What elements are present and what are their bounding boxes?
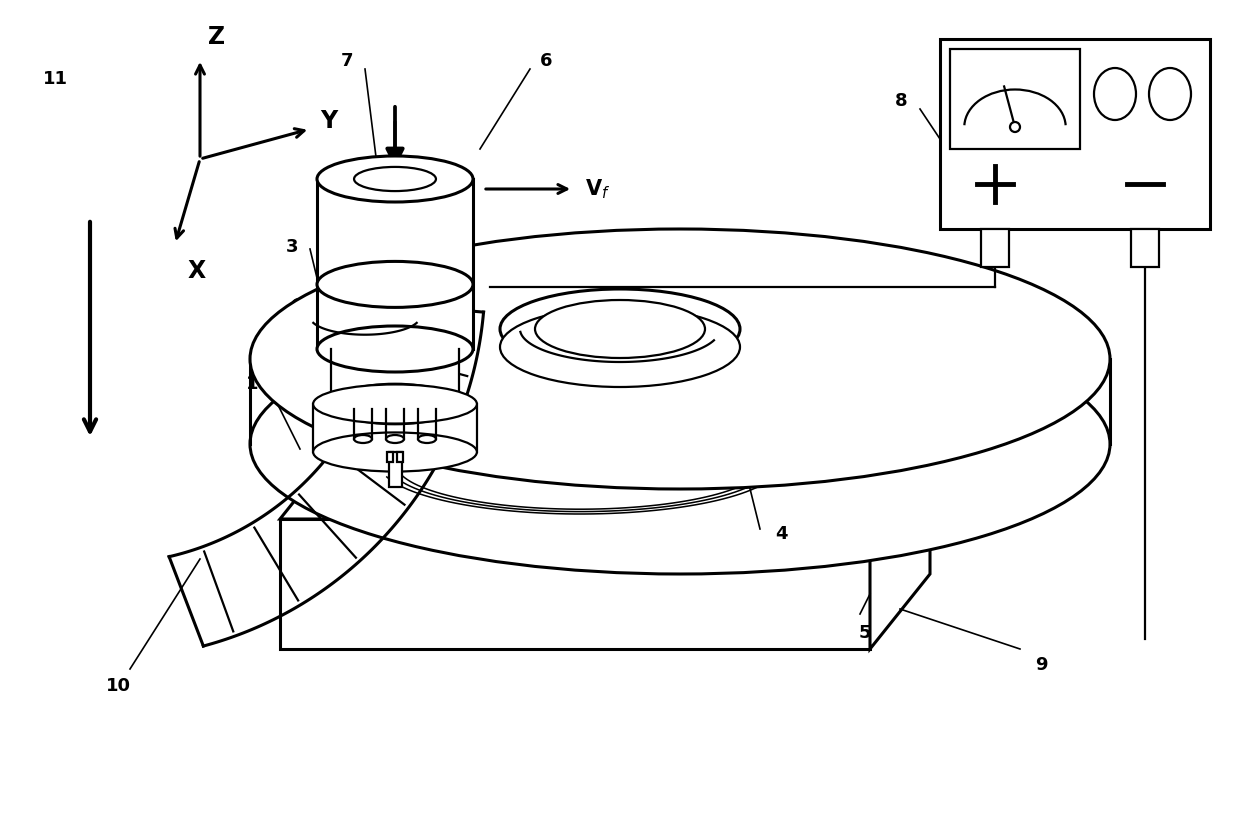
Bar	[331, 349, 458, 404]
Circle shape	[1010, 122, 1020, 132]
Text: 9: 9	[1035, 656, 1047, 674]
Ellipse shape	[354, 435, 372, 443]
Polygon shape	[870, 444, 930, 649]
Text: 7: 7	[341, 52, 353, 70]
Text: 10: 10	[105, 677, 130, 695]
Text: X: X	[188, 259, 206, 283]
Bar	[950, 49, 1080, 149]
Text: 11: 11	[42, 70, 67, 88]
Ellipse shape	[331, 383, 458, 425]
Ellipse shape	[313, 384, 477, 424]
Bar	[389, 452, 401, 487]
Text: 2: 2	[1030, 285, 1042, 303]
Text: V$_f$: V$_f$	[585, 177, 611, 201]
Ellipse shape	[250, 229, 1110, 489]
Ellipse shape	[387, 435, 404, 443]
Bar	[317, 179, 473, 349]
Ellipse shape	[354, 167, 436, 191]
Bar	[396, 452, 403, 462]
Ellipse shape	[1149, 68, 1191, 120]
Bar	[280, 519, 870, 649]
Ellipse shape	[317, 156, 473, 202]
Text: Y: Y	[320, 109, 337, 133]
Ellipse shape	[501, 307, 740, 387]
Text: 4: 4	[776, 525, 788, 543]
Text: 1: 1	[245, 375, 258, 393]
Polygon shape	[250, 359, 1110, 444]
Text: 3: 3	[285, 238, 299, 256]
Text: B: B	[788, 319, 804, 339]
Ellipse shape	[1094, 68, 1136, 120]
Polygon shape	[280, 444, 930, 519]
Bar	[387, 452, 393, 462]
Ellipse shape	[313, 432, 477, 472]
Text: 6: 6	[540, 52, 553, 70]
Ellipse shape	[317, 326, 473, 372]
Ellipse shape	[250, 314, 1110, 574]
Bar	[313, 404, 477, 452]
Text: 5: 5	[859, 624, 871, 642]
Text: C: C	[290, 298, 305, 318]
Ellipse shape	[418, 435, 436, 443]
Text: 8: 8	[896, 92, 908, 110]
Ellipse shape	[535, 300, 705, 358]
Text: Z: Z	[208, 25, 225, 49]
Bar	[940, 39, 1211, 229]
Ellipse shape	[317, 262, 473, 307]
Ellipse shape	[501, 289, 740, 369]
Bar	[981, 229, 1009, 267]
Bar	[1131, 229, 1158, 267]
